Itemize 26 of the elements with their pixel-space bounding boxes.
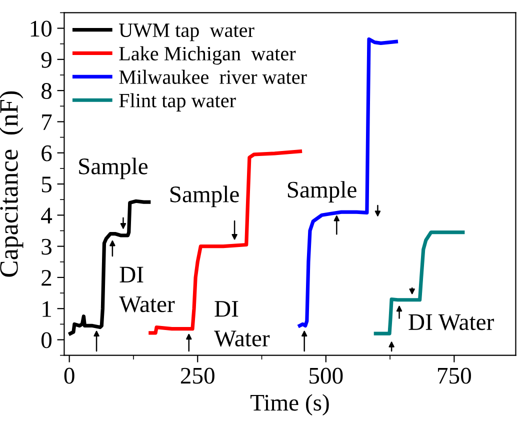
annotation: DI Water: [408, 314, 494, 330]
legend-label: UWM tap water: [119, 24, 254, 42]
x-tick-label: 500: [310, 368, 343, 384]
y-tick-label: 1: [42, 301, 51, 317]
annotation: Sample: [170, 186, 239, 208]
annotation: DI Water: [214, 301, 270, 347]
x-tick-label: 750: [438, 368, 471, 384]
annotation: DI Water: [119, 266, 175, 312]
legend-label: Flint tap water: [119, 93, 236, 112]
annotation: Sample: [288, 181, 356, 202]
legend-label: Lake Michigan water: [119, 46, 296, 65]
y-tick-label: 9: [41, 52, 52, 68]
y-tick-label: 0: [41, 332, 52, 348]
y-tick-label: 8: [41, 83, 52, 99]
y-tick-label: 4: [41, 208, 52, 224]
x-tick-label: 250: [180, 368, 214, 384]
y-tick-label: 6: [42, 145, 52, 162]
y-tick-label: 5: [42, 176, 52, 192]
legend-label: Milwaukee river water: [119, 70, 307, 84]
y-tick-label: 2: [42, 270, 52, 286]
y-tick-label: 3: [42, 238, 52, 255]
annotation: Sample: [79, 158, 148, 180]
x-tick-label: 0: [64, 368, 74, 384]
x-axis-title: Time (s): [250, 394, 329, 416]
y-tick-label: 10: [30, 20, 52, 37]
y-tick-label: 7: [42, 114, 52, 130]
